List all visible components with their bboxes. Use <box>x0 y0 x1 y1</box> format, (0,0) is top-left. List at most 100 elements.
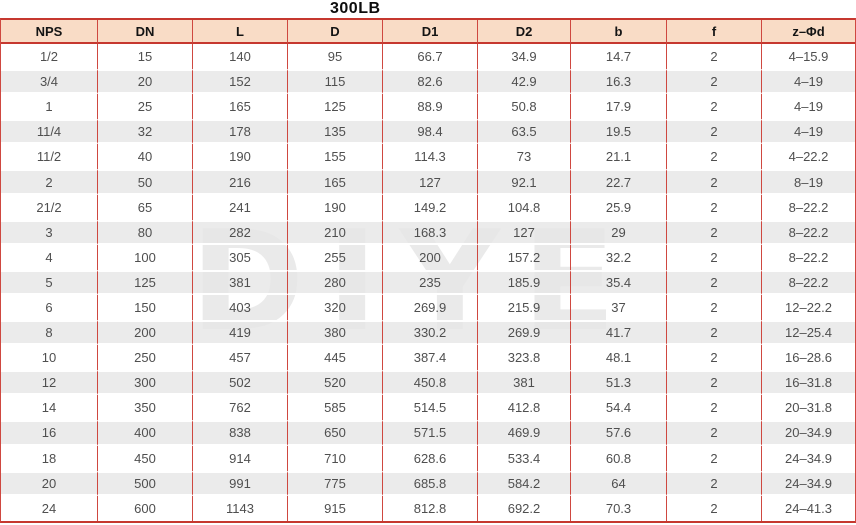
table-cell: 22.7 <box>571 169 667 195</box>
table-cell: 235 <box>383 269 478 295</box>
table-cell: 34.9 <box>478 44 571 70</box>
table-cell: 685.8 <box>383 470 478 496</box>
table-cell: 12 <box>1 370 98 396</box>
table-cell: 469.9 <box>478 420 571 446</box>
table-cell: 400 <box>98 420 193 446</box>
table-cell: 600 <box>98 495 193 521</box>
table-cell: 20–31.8 <box>785 400 832 416</box>
table-cell: 419 <box>193 320 288 346</box>
table-cell: 2 <box>667 194 762 220</box>
table-cell: 190 <box>193 144 288 170</box>
table-cell: 127 <box>383 169 478 195</box>
table-cell: 2 <box>667 445 762 471</box>
table-cell: 88.9 <box>383 94 478 120</box>
table-cell: 762 <box>193 395 288 421</box>
table-row: 11/2 40 190 155 114.3 73 21.1 2 4–22.2 <box>1 144 855 170</box>
table-row: 2 50 216 165 127 92.1 22.7 2 8–19 <box>1 169 855 195</box>
table-cell: 914 <box>193 445 288 471</box>
table-cell: 215.9 <box>478 294 571 321</box>
table-cell: 10 <box>1 345 98 371</box>
column-header: DN <box>98 20 193 44</box>
table-cell: 73 <box>478 144 571 170</box>
table-cell: 16–28.6 <box>785 350 832 366</box>
table-cell: 65 <box>98 194 193 220</box>
table-cell: 2 <box>667 44 762 70</box>
header-row: NPS DN L D D1 D2 b f z–Φd <box>1 20 855 44</box>
table-cell: 305 <box>193 244 288 270</box>
table-cell: 51.3 <box>571 370 667 396</box>
table-cell: 584.2 <box>478 470 571 496</box>
table-cell: 12–22.2 <box>785 299 832 315</box>
table-cell: 82.6 <box>383 69 478 95</box>
table-row: 11/4 32 178 135 98.4 63.5 19.5 2 4–19 <box>1 119 855 145</box>
table-cell: 255 <box>288 244 383 270</box>
table-row: 5 125 381 280 235 185.9 35.4 2 8–22.2 <box>1 269 855 295</box>
table-cell: 381 <box>478 370 571 396</box>
table-cell: 2 <box>667 370 762 396</box>
table-cell: 32.2 <box>571 244 667 270</box>
table-cell: 775 <box>288 470 383 496</box>
table-row: 12 300 502 520 450.8 381 51.3 2 16–31.8 <box>1 370 855 396</box>
table-row: 18 450 914 710 628.6 533.4 60.8 2 24–34.9 <box>1 445 855 471</box>
table-cell: 12–25.4 <box>762 320 855 346</box>
table-cell: 48.1 <box>571 345 667 371</box>
table-cell: 168.3 <box>383 219 478 245</box>
table-cell: 21/2 <box>1 194 98 220</box>
table-cell: 115 <box>288 69 383 95</box>
table-cell: 125 <box>98 269 193 295</box>
table-cell: 20–34.9 <box>762 420 855 446</box>
table-cell: 24–34.9 <box>785 450 832 466</box>
table-cell: 450 <box>98 445 193 471</box>
table-cell: 450.8 <box>383 370 478 396</box>
table-cell: 692.2 <box>478 495 571 521</box>
table-cell: 25 <box>98 94 193 120</box>
table-cell: 3 <box>1 219 98 245</box>
table-cell: 8 <box>1 320 98 346</box>
dimension-table: NPS DN L D D1 D2 b f z–Φd 1/2 15 140 95 66.7 34.9 14.7… <box>0 18 856 523</box>
table-row: 1 25 165 125 88.9 50.8 17.9 2 4–19 <box>1 94 855 120</box>
table-cell: 1 <box>1 94 98 120</box>
table-cell: 216 <box>193 169 288 195</box>
table-row: 21/2 65 241 190 149.2 104.8 25.9 2 8–22.2 <box>1 194 855 220</box>
table-cell: 2 <box>667 320 762 346</box>
table-cell: 40 <box>98 144 193 170</box>
table-cell: 185.9 <box>478 269 571 295</box>
table-cell: 152 <box>193 69 288 95</box>
table-cell: 2 <box>667 119 762 145</box>
column-header: b <box>571 20 667 44</box>
table-row: 1/2 15 140 95 66.7 34.9 14.7 2 4–15.9 <box>1 44 855 70</box>
table-cell: 838 <box>193 420 288 446</box>
table-cell: 178 <box>193 119 288 145</box>
table-row: 6 150 403 320 269.9 215.9 37 2 12–22.2 <box>1 294 855 321</box>
table-cell: 104.8 <box>478 194 571 220</box>
table-row: 14 350 762 585 514.5 412.8 54.4 2 20–31.8 <box>1 395 855 421</box>
table-cell: 8–22.2 <box>788 249 829 265</box>
table-cell: 125 <box>288 94 383 120</box>
table-cell: 95 <box>288 44 383 70</box>
table-cell: 4–19 <box>762 119 855 145</box>
table-cell: 4–22.2 <box>788 149 829 165</box>
table-cell: 300 <box>98 370 193 396</box>
table-cell: 24–41.3 <box>785 500 832 516</box>
table-cell: 2 <box>667 395 762 421</box>
table-cell: 710 <box>288 445 383 471</box>
table-cell: 14.7 <box>571 44 667 70</box>
table-cell: 650 <box>288 420 383 446</box>
table-cell: 92.1 <box>478 169 571 195</box>
table-cell: 37 <box>571 294 667 321</box>
table-cell: 1143 <box>193 495 288 521</box>
table-cell: 19.5 <box>571 119 667 145</box>
table-cell: 18 <box>1 445 98 471</box>
table-cell: 269.9 <box>383 294 478 321</box>
table-cell: 149.2 <box>383 194 478 220</box>
table-cell: 380 <box>288 320 383 346</box>
table-cell: 520 <box>288 370 383 396</box>
table-cell: 585 <box>288 395 383 421</box>
table-cell: 812.8 <box>383 495 478 521</box>
table-cell: 4 <box>1 244 98 270</box>
table-cell: 502 <box>193 370 288 396</box>
table-cell: 2 <box>667 94 762 120</box>
table-cell: 350 <box>98 395 193 421</box>
table-cell: 100 <box>98 244 193 270</box>
column-header: L <box>193 20 288 44</box>
